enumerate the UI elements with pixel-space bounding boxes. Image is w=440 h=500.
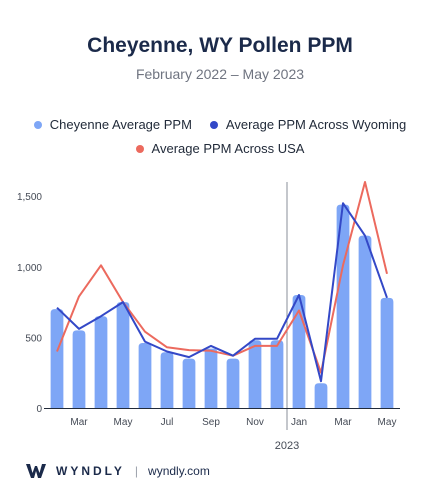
bar xyxy=(270,340,284,408)
bar xyxy=(182,358,196,408)
bar xyxy=(50,309,64,408)
x-tick-label: Nov xyxy=(246,417,264,428)
legend-row-2: Average PPM Across USA xyxy=(0,141,440,156)
bar xyxy=(248,340,262,408)
legend-label-usa: Average PPM Across USA xyxy=(151,141,305,156)
chart-title: Cheyenne, WY Pollen PPM xyxy=(87,34,353,57)
bar xyxy=(160,352,174,408)
legend-swatch-usa xyxy=(135,144,144,153)
bar xyxy=(116,302,130,408)
wyndly-logo-icon xyxy=(26,464,46,478)
bar xyxy=(138,343,152,408)
x-tick-label: Jul xyxy=(161,417,174,428)
legend-swatch-wyoming xyxy=(209,120,218,129)
legend-label-cheyenne: Cheyenne Average PPM xyxy=(49,117,192,132)
series-line xyxy=(56,202,388,383)
footer: WYNDLY | wyndly.com xyxy=(26,464,210,478)
legend-item-cheyenne: Cheyenne Average PPM xyxy=(33,117,192,132)
footer-separator: | xyxy=(134,464,139,478)
footer-brand: WYNDLY xyxy=(56,464,125,478)
y-tick-label: 500 xyxy=(25,333,42,344)
footer-site-link[interactable]: wyndly.com xyxy=(148,464,210,478)
year-label: 2023 xyxy=(275,440,299,452)
x-tick-label: Jan xyxy=(291,417,307,428)
bar xyxy=(358,235,372,408)
pollen-chart: 0 500 1,000 1,500 2023 Mar May Jul Sep Nov Jan Mar M… xyxy=(17,181,400,452)
legend-item-usa: Average PPM Across USA xyxy=(135,141,305,156)
legend-item-wyoming: Average PPM Across Wyoming xyxy=(209,117,407,132)
bar xyxy=(204,348,218,408)
y-tick-label: 0 xyxy=(36,404,42,415)
chart-subtitle: February 2022 – May 2023 xyxy=(135,66,305,82)
bar xyxy=(292,295,306,408)
y-tick-label: 1,500 xyxy=(17,192,42,203)
legend-label-wyoming: Average PPM Across Wyoming xyxy=(225,117,407,132)
x-tick-label: Mar xyxy=(70,417,88,428)
bar xyxy=(226,358,240,408)
legend-row-1: Cheyenne Average PPM Average PPM Across … xyxy=(0,117,440,132)
y-tick-label: 1,000 xyxy=(17,263,42,274)
x-tick-label: Sep xyxy=(202,417,220,428)
bar xyxy=(314,383,328,408)
series-line xyxy=(56,181,388,374)
x-tick-label: May xyxy=(114,417,133,428)
bar xyxy=(380,297,394,408)
bar xyxy=(72,330,86,408)
legend-swatch-cheyenne xyxy=(33,120,42,129)
bar xyxy=(94,316,108,408)
x-tick-label: May xyxy=(378,417,397,428)
x-tick-label: Mar xyxy=(334,417,352,428)
